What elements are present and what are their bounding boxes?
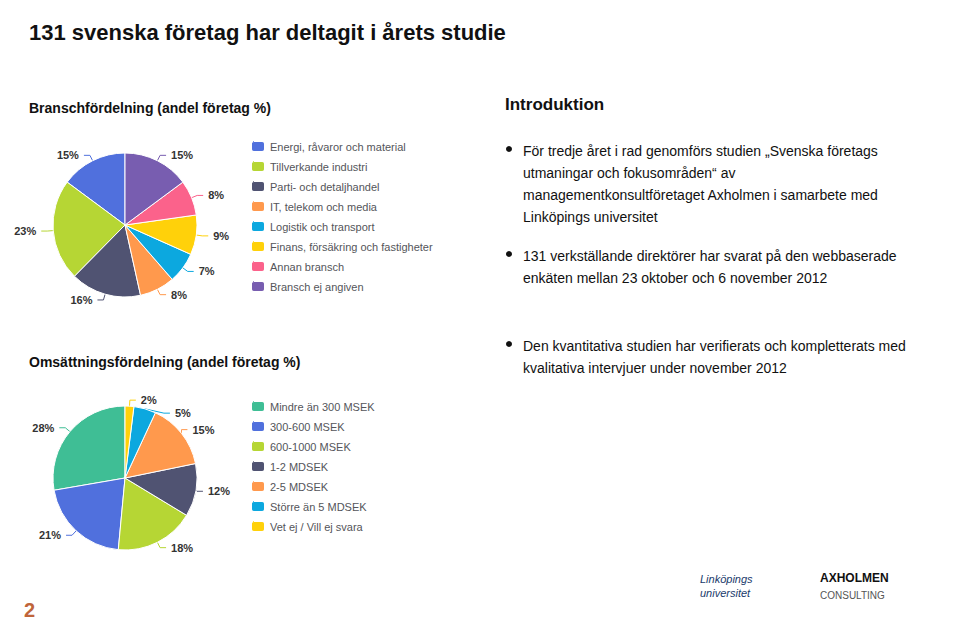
svg-text:600-1000 MSEK: 600-1000 MSEK: [270, 441, 351, 453]
svg-text:15%: 15%: [171, 149, 193, 161]
svg-text:enkäten mellan 23 oktober och: enkäten mellan 23 oktober och 6 november…: [523, 270, 828, 286]
svg-text:2-5 MDSEK: 2-5 MDSEK: [270, 481, 329, 493]
svg-text:IT, telekom och media: IT, telekom och media: [270, 201, 378, 213]
svg-text:15%: 15%: [57, 149, 79, 161]
svg-text:Introduktion: Introduktion: [505, 95, 604, 114]
svg-text:utmaningar och fokusområden“ a: utmaningar och fokusområden“ av: [523, 165, 739, 181]
svg-text:18%: 18%: [171, 542, 193, 554]
svg-text:300-600 MSEK: 300-600 MSEK: [270, 421, 345, 433]
svg-text:CONSULTING: CONSULTING: [820, 590, 885, 601]
svg-text:21%: 21%: [39, 529, 61, 541]
svg-text:5%: 5%: [175, 407, 191, 419]
svg-text:managementkonsultföretaget Axh: managementkonsultföretaget Axholmen i sa…: [523, 187, 882, 203]
svg-text:Finans, försäkring och fastigh: Finans, försäkring och fastigheter: [270, 241, 433, 253]
svg-text:Branschfördelning (andel föret: Branschfördelning (andel företag %): [29, 100, 271, 116]
svg-text:AXHOLMEN: AXHOLMEN: [820, 571, 889, 585]
svg-text:Logistik och transport: Logistik och transport: [270, 221, 375, 233]
svg-text:1-2 MDSEK: 1-2 MDSEK: [270, 461, 329, 473]
svg-text:Vet ej / Vill ej svara: Vet ej / Vill ej svara: [270, 521, 364, 533]
svg-text:kvalitativa intervjuer under n: kvalitativa intervjuer under november 20…: [523, 360, 787, 376]
svg-text:16%: 16%: [70, 294, 92, 306]
svg-text:Annan bransch: Annan bransch: [270, 261, 344, 273]
svg-text:9%: 9%: [213, 230, 229, 242]
svg-text:131 verkställande direktörer h: 131 verkställande direktörer har svarat …: [523, 248, 900, 264]
svg-text:7%: 7%: [199, 265, 215, 277]
svg-text:Den kvantitativa studien har v: Den kvantitativa studien har verifierats…: [523, 338, 910, 354]
svg-text:28%: 28%: [32, 422, 54, 434]
svg-text:Linköpings: Linköpings: [700, 573, 753, 585]
svg-text:Mindre än 300 MSEK: Mindre än 300 MSEK: [270, 401, 375, 413]
svg-text:12%: 12%: [208, 485, 230, 497]
svg-text:2%: 2%: [141, 394, 157, 406]
svg-text:Omsättningsfördelning (andel f: Omsättningsfördelning (andel företag %): [29, 354, 300, 370]
svg-text:Energi, råvaror och material: Energi, råvaror och material: [270, 141, 406, 153]
svg-text:131 svenska företag har deltag: 131 svenska företag har deltagit i årets…: [29, 20, 506, 45]
svg-text:Bransch ej angiven: Bransch ej angiven: [270, 281, 364, 293]
svg-text:För tredje året i rad genomför: För tredje året i rad genomförs studien …: [523, 143, 882, 159]
svg-text:Parti- och detaljhandel: Parti- och detaljhandel: [270, 181, 379, 193]
svg-text:23%: 23%: [14, 225, 36, 237]
svg-text:15%: 15%: [192, 424, 214, 436]
svg-text:Linköpings universitet: Linköpings universitet: [523, 209, 658, 225]
svg-text:universitet: universitet: [700, 587, 751, 599]
svg-text:Större än 5 MDSEK: Större än 5 MDSEK: [270, 501, 367, 513]
svg-text:8%: 8%: [171, 289, 187, 301]
svg-text:2: 2: [24, 599, 35, 621]
svg-text:Tillverkande industri: Tillverkande industri: [270, 161, 367, 173]
svg-text:8%: 8%: [208, 189, 224, 201]
